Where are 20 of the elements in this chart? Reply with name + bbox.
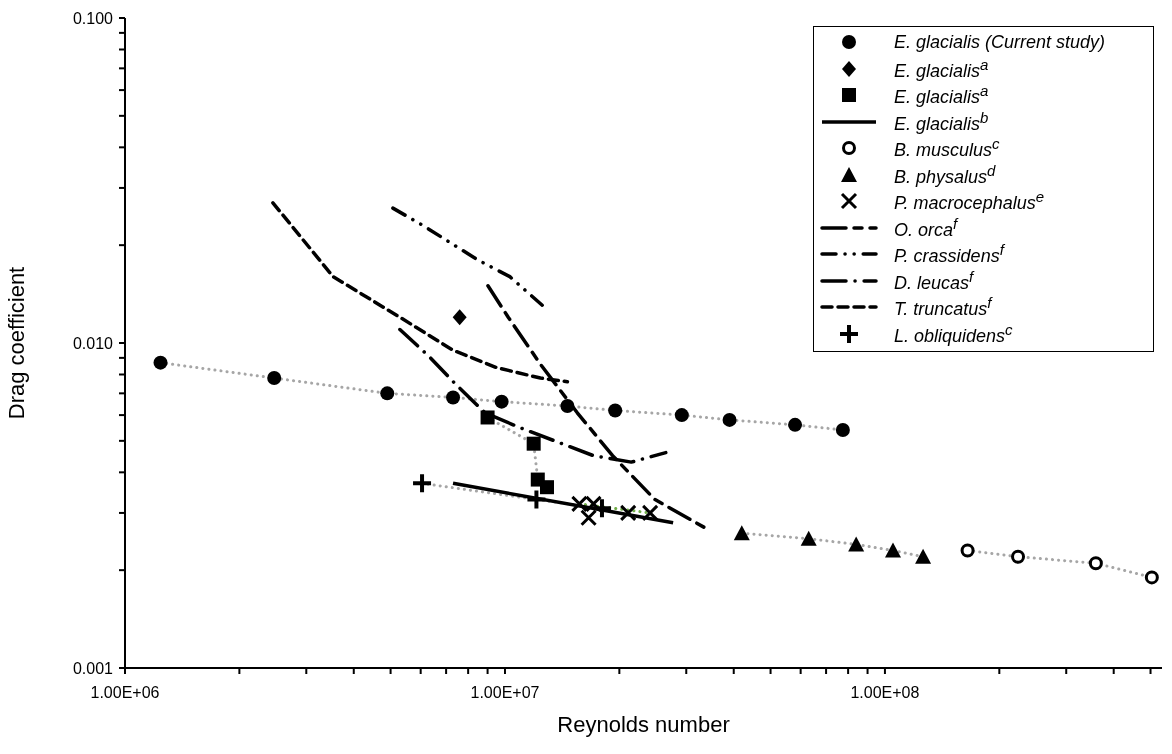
- legend-label: O. orca$^{f}$: [893, 214, 958, 241]
- x-tick-label: 1.00E+06: [90, 684, 160, 701]
- legend-label: E. glacialis$^{b}$: [893, 108, 989, 135]
- legend-label: E. glacialis$^{a}$: [893, 82, 989, 109]
- legend-label: B. musculus$^{c}$: [893, 135, 1000, 162]
- y-tick-label: 0.001: [72, 660, 114, 677]
- x-axis-title: Reynolds number: [557, 712, 730, 737]
- legend-label: P. crassidens$^{f}$: [893, 241, 1004, 268]
- legend-label: L. obliquidens$^{c}$: [893, 320, 1013, 347]
- y-tick-label: 0.100: [72, 10, 114, 27]
- legend-label: T. truncatus$^{f}$: [893, 294, 992, 321]
- x-tick-label: 1.00E+07: [470, 684, 540, 701]
- x-tick-label: 1.00E+08: [850, 684, 920, 701]
- y-axis-title: Drag coefficient: [3, 266, 29, 420]
- legend-label: E. glacialis$^{a}$: [893, 55, 989, 82]
- legend-label: D. leucas$^{f}$: [893, 267, 974, 294]
- y-tick-label: 0.010: [72, 335, 114, 352]
- legend-label: E. glacialis (Current study): [893, 31, 1105, 53]
- legend-label: P. macrocephalus$^{e}$: [893, 188, 1045, 215]
- legend-label: B. physalus$^{d}$: [893, 161, 996, 188]
